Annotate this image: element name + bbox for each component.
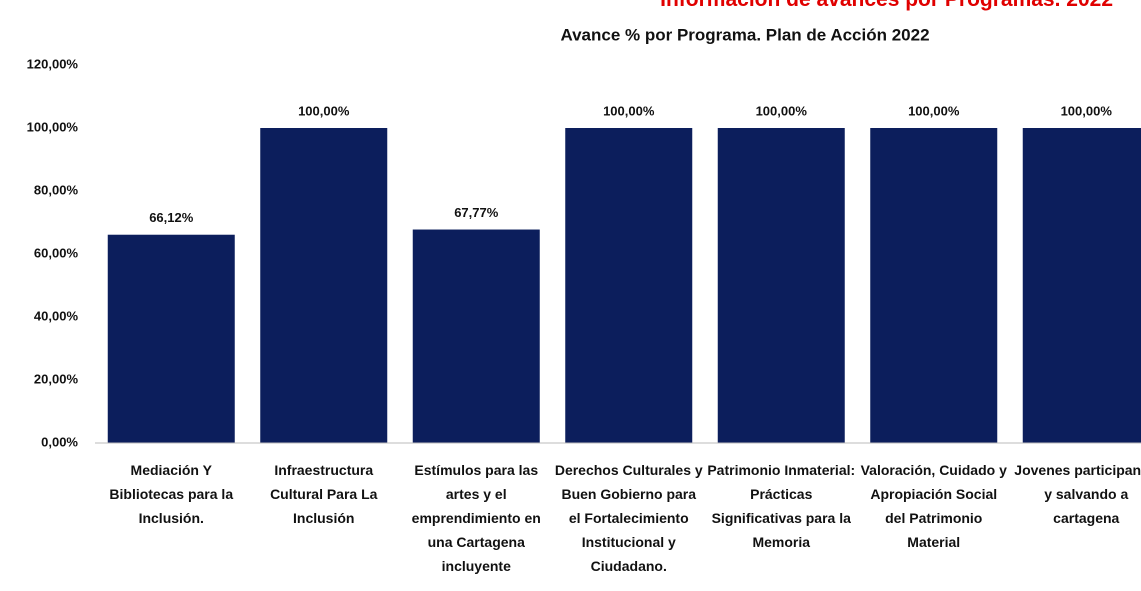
x-tick-label: Estímulos para las artes y el emprendimi… [411,462,541,574]
y-tick-label: 100,00% [27,119,79,134]
data-label: 100,00% [1061,103,1113,118]
bar [565,128,693,443]
bar [412,229,540,443]
data-label: 100,00% [298,103,350,118]
y-tick-label: 80,00% [34,182,79,197]
x-tick-label: Jovenes participando y salvando a cartag… [1014,462,1141,526]
data-label: 100,00% [603,103,655,118]
chart-title: Avance % por Programa. Plan de Acción 20… [560,25,929,44]
bar [1022,128,1141,443]
y-tick-label: 40,00% [34,308,79,323]
x-tick-label: Derechos Culturales y Buen Gobierno para… [554,462,703,574]
bar [717,128,845,443]
bar [260,128,388,443]
data-label: 67,77% [454,205,499,220]
y-tick-label: 0,00% [41,434,78,449]
bar [107,234,235,443]
data-label: 100,00% [756,103,808,118]
bar [870,128,998,443]
data-label: 100,00% [908,103,960,118]
x-tick-label: Patrimonio Inmaterial: Prácticas Signifi… [707,462,856,550]
data-label: 66,12% [149,210,194,225]
y-tick-label: 120,00% [27,56,79,71]
header: Información de avances por Programas. 20… [660,0,1113,12]
x-tick-label: Infraestructura Cultural Para La Inclusi… [270,462,378,526]
y-tick-label: 60,00% [34,245,79,260]
y-tick-label: 20,00% [34,371,79,386]
x-tick-label: Mediación Y Bibliotecas para la Inclusió… [109,462,234,526]
x-tick-label: Valoración, Cuidado y Apropiación Social… [860,462,1007,550]
